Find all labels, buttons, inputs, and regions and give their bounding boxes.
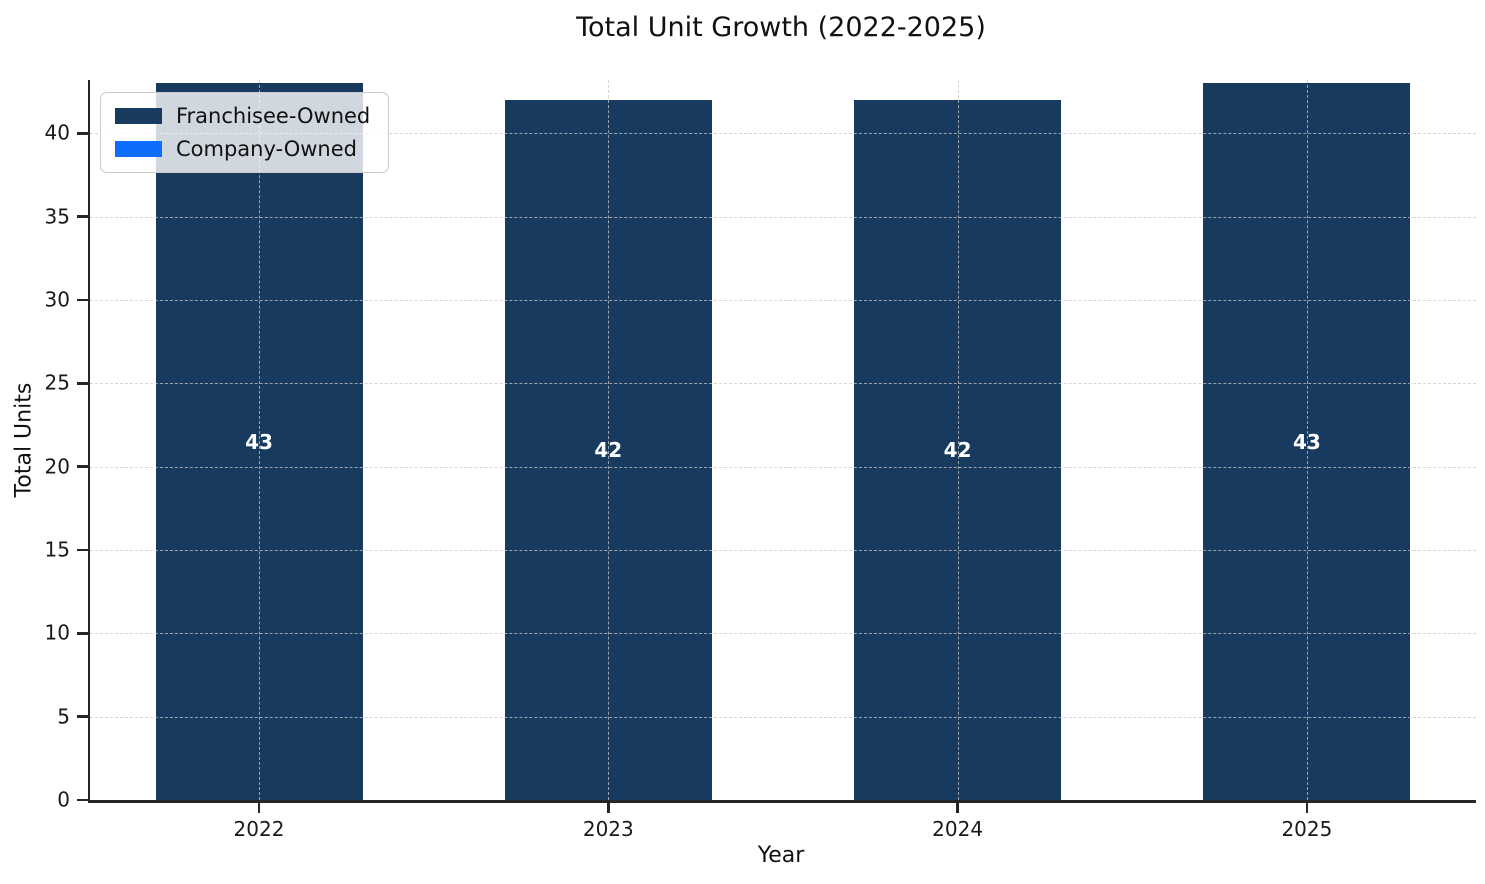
y-tick (76, 632, 88, 635)
bar-value-label: 43 (245, 429, 273, 454)
h-gridline (90, 550, 1476, 551)
chart-title: Total Unit Growth (2022-2025) (576, 12, 986, 43)
y-tick-label: 10 (44, 620, 70, 645)
plot-area: Franchisee-Owned Company-Owned 0 5 10 15 20 2… (45, 80, 1476, 841)
legend: Franchisee-Owned Company-Owned (100, 92, 390, 173)
legend-item-franchisee-owned: Franchisee-Owned (115, 104, 370, 128)
y-tick (76, 132, 88, 135)
bar-value-label: 42 (594, 438, 623, 462)
y-tick (76, 798, 88, 802)
h-gridline (90, 383, 1476, 385)
franchisee-owned-swatch-icon (115, 108, 162, 124)
y-tick-label: 0 (57, 787, 70, 812)
legend-label-company-owned: Company-Owned (176, 137, 357, 161)
y-tick-label: 35 (44, 203, 70, 228)
legend-label-franchisee-owned: Franchisee-Owned (176, 104, 371, 128)
h-gridline (90, 300, 1476, 301)
bar-value-label: 42 (943, 438, 972, 462)
x-tick (257, 803, 261, 813)
x-tick-label: 2023 (582, 817, 634, 841)
y-tick (76, 715, 88, 718)
y-tick (76, 465, 88, 468)
legend-item-company-owned: Company-Owned (115, 137, 370, 161)
v-gridline (1306, 80, 1308, 800)
y-tick-label: 25 (44, 370, 70, 395)
v-gridline (259, 80, 260, 800)
x-tick-label: 2022 (233, 817, 285, 841)
h-gridline (90, 716, 1476, 718)
h-gridline (90, 133, 1476, 135)
h-gridline (90, 216, 1476, 218)
y-tick (76, 298, 88, 302)
y-tick (76, 548, 88, 552)
y-axis-label: Total Units (11, 382, 37, 498)
company-owned-swatch-icon (115, 141, 162, 157)
y-tick-label: 5 (57, 703, 70, 728)
x-axis-label: Year (757, 843, 805, 868)
x-tick (956, 803, 959, 813)
y-tick (76, 382, 88, 385)
x-tick-label: 2024 (932, 817, 984, 841)
x-tick (1305, 803, 1309, 813)
h-gridline (90, 466, 1476, 468)
y-tick (76, 215, 88, 218)
y-tick-label: 15 (44, 537, 70, 562)
h-gridline (90, 633, 1476, 635)
y-tick-label: 30 (44, 287, 70, 312)
y-tick-label: 40 (44, 120, 70, 145)
x-tick (607, 803, 610, 813)
v-gridline (608, 80, 610, 800)
x-tick-label: 2025 (1281, 817, 1333, 841)
bar-value-label: 43 (1292, 429, 1321, 454)
y-tick-label: 20 (44, 453, 70, 478)
v-gridline (957, 80, 959, 800)
